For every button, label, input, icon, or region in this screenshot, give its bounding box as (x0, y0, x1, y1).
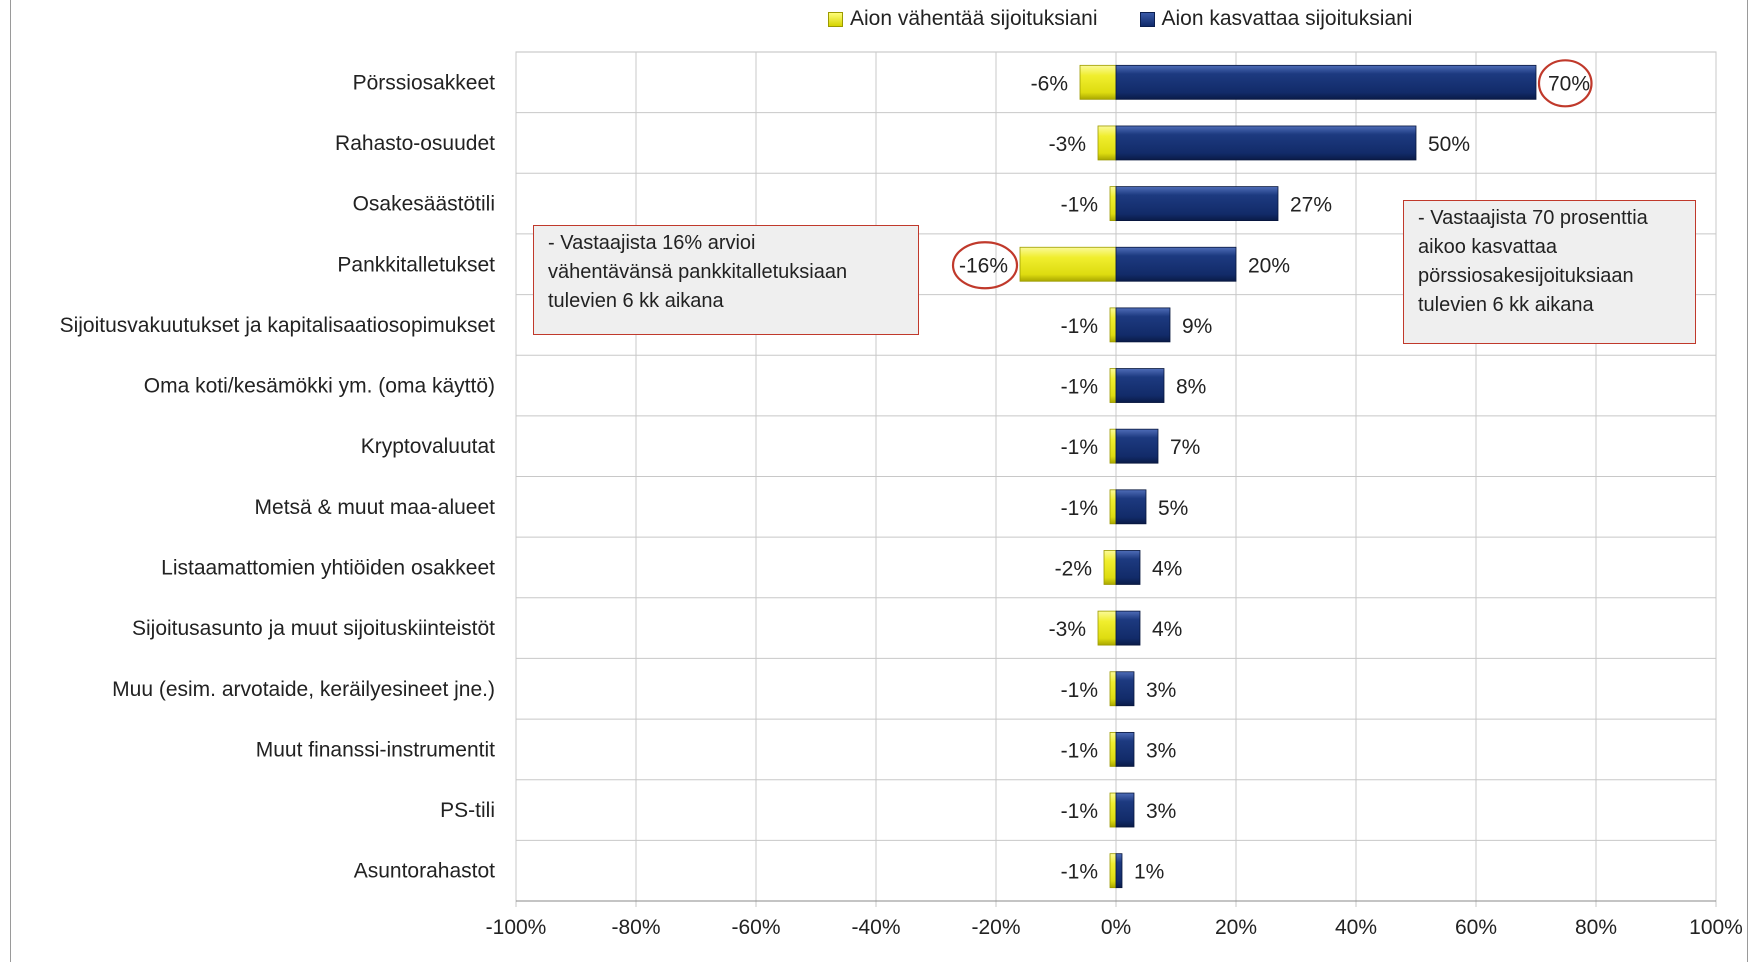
data-label-increase: 3% (1146, 739, 1176, 762)
bar-decrease (1019, 246, 1117, 282)
data-label-increase: 4% (1152, 618, 1182, 641)
data-label-decrease: -1% (1061, 315, 1098, 338)
bar-increase (1115, 792, 1135, 828)
data-label-increase: 7% (1170, 436, 1200, 459)
data-label-decrease: -1% (1061, 861, 1098, 884)
bar-increase (1115, 428, 1159, 464)
bar-decrease (1109, 186, 1117, 222)
category-label: PS-tili (440, 799, 495, 822)
category-label: Asuntorahastot (354, 860, 495, 883)
bar-decrease (1109, 853, 1117, 889)
category-label: Sijoitusasunto ja muut sijoituskiinteist… (132, 617, 495, 640)
x-tick-label: 80% (1575, 916, 1617, 939)
callout-bank-deposits: - Vastaajista 16% arvioi vähentävänsä pa… (533, 225, 919, 335)
category-label: Osakesäästötili (353, 193, 495, 216)
legend-swatch-increase (1139, 11, 1155, 27)
bar-increase (1115, 125, 1417, 161)
bar-increase (1115, 186, 1279, 222)
data-label-decrease: -3% (1049, 133, 1086, 156)
data-label-increase: 50% (1428, 133, 1470, 156)
category-label: Oma koti/kesämökki ym. (oma käyttö) (144, 375, 495, 398)
x-tick-label: -80% (611, 916, 660, 939)
bar-increase (1115, 671, 1135, 707)
data-label-increase: 8% (1176, 376, 1206, 399)
x-tick-label: 20% (1215, 916, 1257, 939)
category-label: Pankkitalletukset (337, 253, 495, 276)
category-label: Pörssiosakkeet (353, 71, 496, 94)
x-tick-label: -100% (486, 916, 547, 939)
data-label-increase: 20% (1248, 254, 1290, 277)
data-label-increase: 27% (1290, 194, 1332, 217)
x-tick-label: 60% (1455, 916, 1497, 939)
data-label-decrease: -1% (1061, 800, 1098, 823)
data-label-decrease: -1% (1061, 194, 1098, 217)
data-label-decrease: -2% (1055, 557, 1092, 580)
x-tick-label: -60% (731, 916, 780, 939)
bar-increase (1115, 853, 1123, 889)
callout-stocks: - Vastaajista 70 prosenttia aikoo kasvat… (1403, 200, 1696, 344)
bar-increase (1115, 489, 1147, 525)
bar-increase (1115, 64, 1537, 100)
data-label-decrease: -1% (1061, 376, 1098, 399)
bar-increase (1115, 610, 1141, 646)
x-tick-label: 40% (1335, 916, 1377, 939)
data-label-decrease: -6% (1031, 72, 1068, 95)
data-label-increase: 9% (1182, 315, 1212, 338)
data-label-decrease: -1% (1061, 436, 1098, 459)
legend-label-increase: Aion kasvattaa sijoituksiani (1161, 7, 1413, 30)
data-label-decrease: -1% (1061, 739, 1098, 762)
bar-decrease (1109, 731, 1117, 767)
data-label-increase: 1% (1134, 861, 1164, 884)
bar-decrease (1109, 428, 1117, 464)
data-label-increase: 70% (1548, 72, 1590, 95)
category-label: Metsä & muut maa-alueet (255, 496, 496, 519)
bar-decrease (1109, 489, 1117, 525)
legend-item-decrease: Aion vähentää sijoituksiani (828, 7, 1098, 31)
chart-legend: Aion vähentää sijoituksiani Aion kasvatt… (828, 6, 1412, 32)
category-label: Kryptovaluutat (361, 435, 495, 458)
bar-increase (1115, 246, 1237, 282)
category-label: Muu (esim. arvotaide, keräilyesineet jne… (112, 678, 495, 701)
highlight-circle (951, 241, 1019, 290)
data-label-decrease: -3% (1049, 618, 1086, 641)
bar-decrease (1097, 610, 1117, 646)
category-label: Listaamattomien yhtiöiden osakkeet (161, 556, 495, 579)
legend-label-decrease: Aion vähentää sijoituksiani (850, 7, 1098, 30)
bar-increase (1115, 307, 1171, 343)
bar-decrease (1109, 368, 1117, 403)
legend-item-increase: Aion kasvattaa sijoituksiani (1139, 7, 1413, 31)
bar-decrease (1109, 307, 1117, 343)
category-label: Rahasto-osuudet (335, 132, 495, 155)
data-label-increase: 4% (1152, 557, 1182, 580)
x-tick-label: 100% (1689, 916, 1743, 939)
data-label-decrease: -1% (1061, 679, 1098, 702)
bar-increase (1115, 731, 1135, 767)
right-border-line (1747, 0, 1748, 962)
legend-swatch-decrease (828, 11, 843, 27)
bar-decrease (1109, 792, 1117, 828)
highlight-circle (1537, 59, 1593, 108)
bar-increase (1115, 550, 1141, 585)
x-tick-label: 0% (1101, 916, 1131, 939)
x-tick-label: -20% (971, 916, 1020, 939)
category-label: Sijoitusvakuutukset ja kapitalisaatiosop… (60, 314, 496, 337)
bar-decrease (1109, 671, 1117, 707)
bar-decrease (1079, 64, 1117, 100)
data-label-decrease: -1% (1061, 497, 1098, 520)
bar-increase (1115, 368, 1165, 403)
data-label-increase: 5% (1158, 497, 1188, 520)
category-label: Muut finanssi-instrumentit (256, 738, 495, 761)
data-label-increase: 3% (1146, 679, 1176, 702)
data-label-increase: 3% (1146, 800, 1176, 823)
data-label-decrease: -16% (959, 254, 1008, 277)
bar-decrease (1103, 550, 1117, 585)
left-border-line (10, 0, 11, 962)
bar-decrease (1097, 125, 1117, 161)
x-tick-label: -40% (851, 916, 900, 939)
